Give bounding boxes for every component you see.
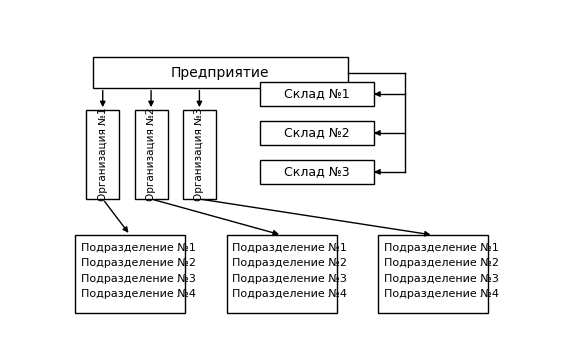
FancyBboxPatch shape [260,160,374,184]
Text: Подразделение №4: Подразделение №4 [81,289,196,299]
FancyBboxPatch shape [378,235,488,313]
Text: Организация №3: Организация №3 [194,108,205,201]
FancyBboxPatch shape [75,235,185,313]
Text: Подразделение №2: Подразделение №2 [384,258,499,268]
FancyBboxPatch shape [227,235,337,313]
FancyBboxPatch shape [183,110,216,199]
FancyBboxPatch shape [86,110,119,199]
Text: Подразделение №1: Подразделение №1 [81,243,196,253]
Text: Предприятие: Предприятие [171,65,269,79]
Text: Организация №2: Организация №2 [146,108,156,201]
Text: Подразделение №3: Подразделение №3 [384,274,498,284]
Text: Подразделение №4: Подразделение №4 [232,289,347,299]
Text: Подразделение №2: Подразделение №2 [232,258,347,268]
Text: Склад №3: Склад №3 [284,165,350,178]
FancyBboxPatch shape [134,110,168,199]
FancyBboxPatch shape [260,82,374,106]
Text: Подразделение №1: Подразделение №1 [232,243,347,253]
Text: Подразделение №1: Подразделение №1 [384,243,498,253]
Text: Организация №1: Организация №1 [98,108,108,201]
FancyBboxPatch shape [260,121,374,145]
Text: Подразделение №2: Подразделение №2 [81,258,196,268]
Text: Склад №1: Склад №1 [284,88,350,101]
Text: Подразделение №3: Подразделение №3 [232,274,347,284]
Text: Подразделение №3: Подразделение №3 [81,274,196,284]
FancyBboxPatch shape [93,57,348,88]
Text: Подразделение №4: Подразделение №4 [384,289,499,299]
Text: Склад №2: Склад №2 [284,126,350,139]
